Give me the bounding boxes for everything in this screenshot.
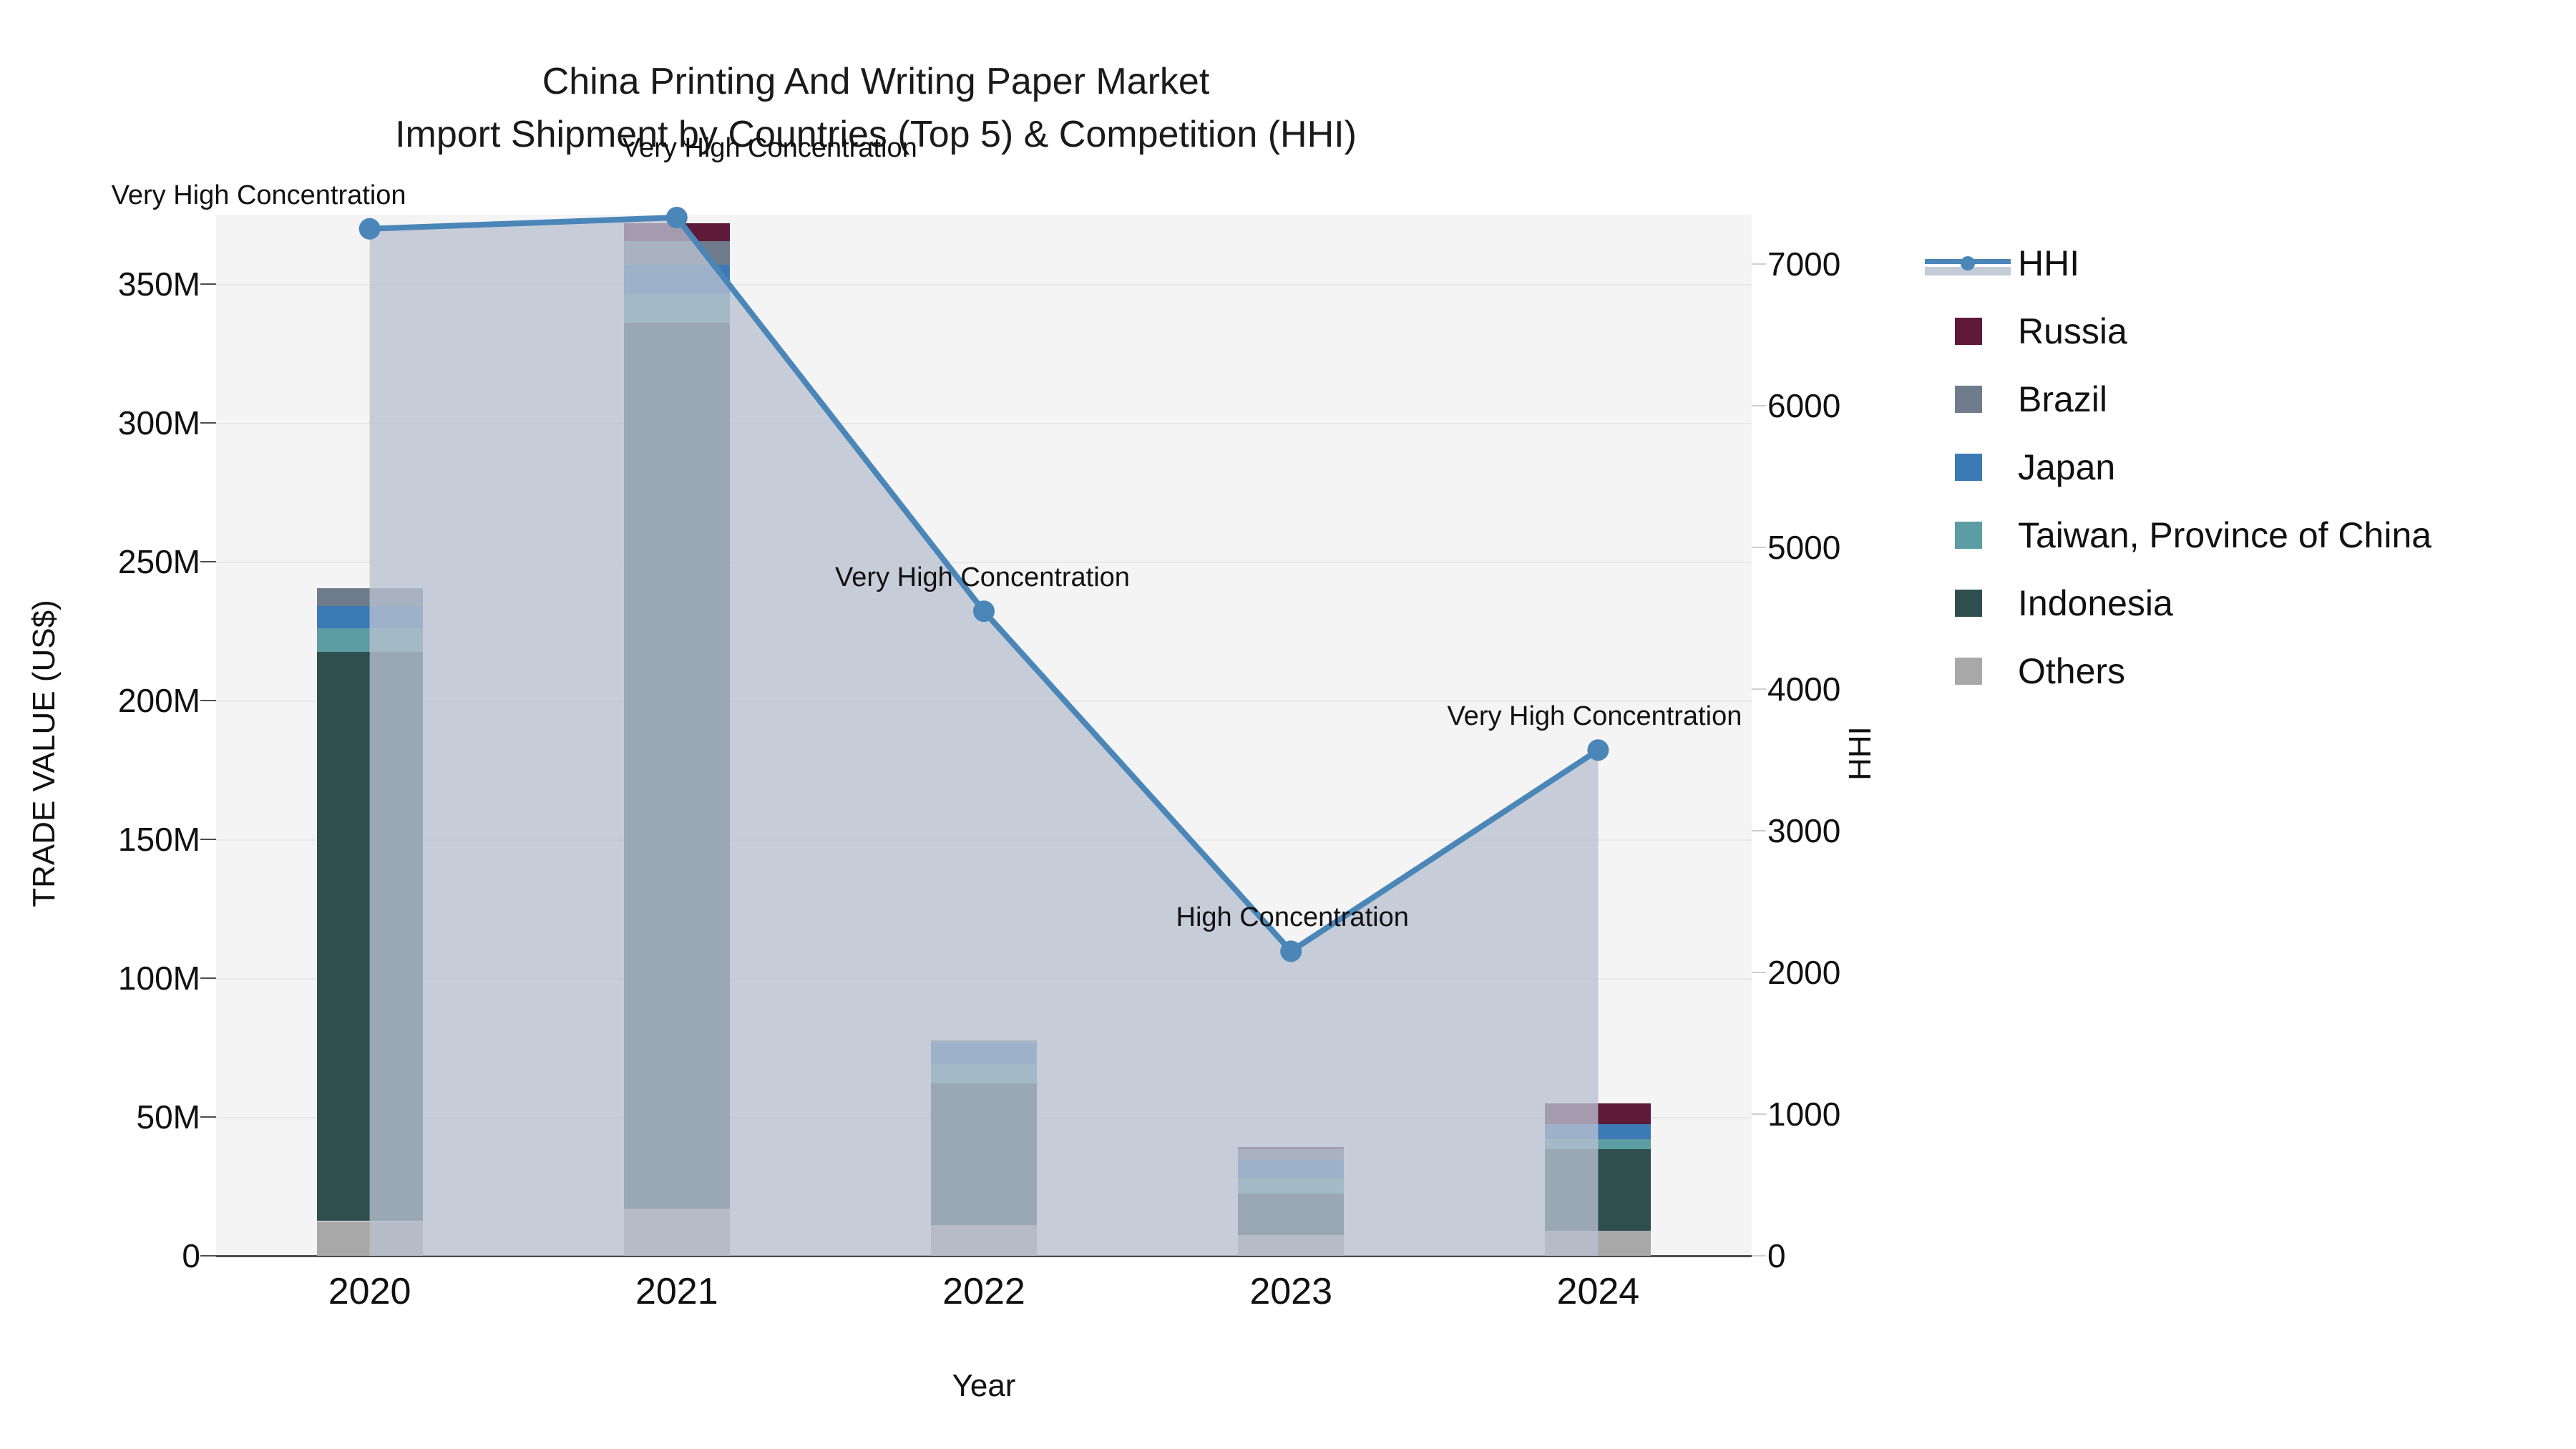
y-axis-left-tick-mark bbox=[200, 283, 216, 285]
y-axis-left-tick-mark bbox=[200, 839, 216, 840]
gridline bbox=[216, 423, 1752, 424]
y-axis-right-tick-label: 0 bbox=[1767, 1237, 1786, 1274]
legend-item[interactable]: Russia bbox=[1925, 297, 2555, 365]
y-axis-right-tick-label: 6000 bbox=[1767, 387, 1841, 425]
y-axis-left-tick-mark bbox=[200, 977, 216, 979]
y-axis-left-tick-label: 150M bbox=[117, 821, 200, 858]
y-axis-right-tick-mark bbox=[1752, 263, 1766, 265]
legend-item[interactable]: HHI bbox=[1925, 229, 2555, 297]
legend-item[interactable]: Taiwan, Province of China bbox=[1925, 501, 2555, 569]
hhi-annotation-label: High Concentration bbox=[1176, 902, 1409, 933]
legend-line-icon bbox=[1925, 250, 2011, 277]
legend-item-label: Japan bbox=[2018, 447, 2116, 487]
legend-item-label: HHI bbox=[2018, 243, 2080, 283]
y-axis-right-tick-label: 4000 bbox=[1767, 670, 1841, 708]
x-axis-tick-label: 2023 bbox=[1249, 1271, 1333, 1312]
hhi-annotation-label: Very High Concentration bbox=[1447, 701, 1742, 732]
y-axis-left-tick-label: 100M bbox=[117, 960, 200, 997]
y-axis-left-tick-mark bbox=[200, 422, 216, 424]
hhi-data-point[interactable] bbox=[358, 218, 381, 240]
x-axis-line bbox=[216, 1255, 1752, 1257]
y-axis-left-tick-label: 0 bbox=[182, 1237, 200, 1274]
y-axis-right-tick-mark bbox=[1752, 972, 1766, 974]
legend-color-swatch bbox=[1955, 657, 1982, 685]
y-axis-right-tick-label: 3000 bbox=[1767, 812, 1841, 850]
y-axis-right-tick-label: 5000 bbox=[1767, 529, 1841, 567]
y-axis-left-label: TRADE VALUE (US$) bbox=[26, 600, 62, 907]
legend: HHI Russia Brazil Japan Taiwan, Province of … bbox=[1925, 229, 2555, 705]
y-axis-right-tick-mark bbox=[1752, 1113, 1766, 1116]
y-axis-left-tick-label: 250M bbox=[117, 543, 200, 580]
legend-item-label: Others bbox=[2018, 650, 2126, 691]
y-axis-left-tick-mark bbox=[200, 561, 216, 562]
hhi-annotation-label: Very High Concentration bbox=[835, 562, 1130, 593]
x-axis-tick-label: 2021 bbox=[635, 1271, 718, 1312]
legend-color-swatch bbox=[1955, 521, 1982, 549]
y-axis-left-tick-label: 50M bbox=[136, 1098, 200, 1136]
y-axis-left-tick-label: 300M bbox=[117, 404, 200, 441]
y-axis-right-tick-label: 1000 bbox=[1767, 1096, 1841, 1133]
hhi-data-point[interactable] bbox=[1587, 739, 1609, 761]
x-axis-tick-label: 2022 bbox=[942, 1271, 1025, 1312]
y-axis-left-tick-mark bbox=[200, 1116, 216, 1118]
legend-item-label: Taiwan, Province of China bbox=[2018, 514, 2432, 555]
y-axis-right-tick-mark bbox=[1752, 830, 1766, 832]
hhi-data-point[interactable] bbox=[1280, 940, 1302, 962]
y-axis-right-tick-mark bbox=[1752, 688, 1766, 691]
gridline bbox=[216, 562, 1752, 563]
y-axis-left-tick-label: 350M bbox=[117, 265, 200, 303]
legend-item[interactable]: Indonesia bbox=[1925, 569, 2555, 637]
hhi-data-point[interactable] bbox=[665, 206, 688, 228]
x-axis-label: Year bbox=[952, 1368, 1016, 1403]
y-axis-left-tick-mark bbox=[200, 1255, 216, 1257]
legend-color-swatch bbox=[1955, 385, 1982, 413]
y-axis-right-tick-mark bbox=[1752, 547, 1766, 549]
legend-item[interactable]: Others bbox=[1925, 637, 2555, 705]
y-axis-right-tick-label: 2000 bbox=[1767, 954, 1841, 992]
chart-title: China Printing And Writing Paper Market bbox=[542, 61, 1210, 102]
legend-color-swatch bbox=[1955, 317, 1982, 345]
legend-item-label: Russia bbox=[2018, 311, 2127, 351]
x-axis-tick-label: 2020 bbox=[328, 1271, 411, 1312]
legend-item-label: Indonesia bbox=[2018, 582, 2173, 623]
y-axis-right-tick-mark bbox=[1752, 405, 1766, 407]
y-axis-left-tick-mark bbox=[200, 700, 216, 701]
legend-color-swatch bbox=[1955, 453, 1982, 481]
y-axis-right-tick-mark bbox=[1752, 1255, 1766, 1257]
y-axis-left-tick-label: 200M bbox=[117, 682, 200, 719]
hhi-annotation-label: Very High Concentration bbox=[622, 132, 917, 163]
legend-item[interactable]: Brazil bbox=[1925, 365, 2555, 433]
legend-color-swatch bbox=[1955, 589, 1982, 617]
hhi-annotation-label: Very High Concentration bbox=[111, 180, 406, 210]
chart-subtitle: Import Shipment by Countries (Top 5) & C… bbox=[395, 113, 1357, 155]
gridline bbox=[216, 284, 1752, 286]
legend-item[interactable]: Japan bbox=[1925, 433, 2555, 501]
x-axis-tick-label: 2024 bbox=[1556, 1271, 1640, 1312]
hhi-data-point[interactable] bbox=[973, 600, 995, 623]
y-axis-right-label: HHI bbox=[1843, 726, 1878, 781]
y-axis-right-tick-label: 7000 bbox=[1767, 245, 1841, 283]
hhi-area-fill bbox=[369, 217, 1599, 1256]
chart-title-block: China Printing And Writing Paper Market … bbox=[0, 56, 1752, 162]
legend-item-label: Brazil bbox=[2018, 379, 2108, 419]
